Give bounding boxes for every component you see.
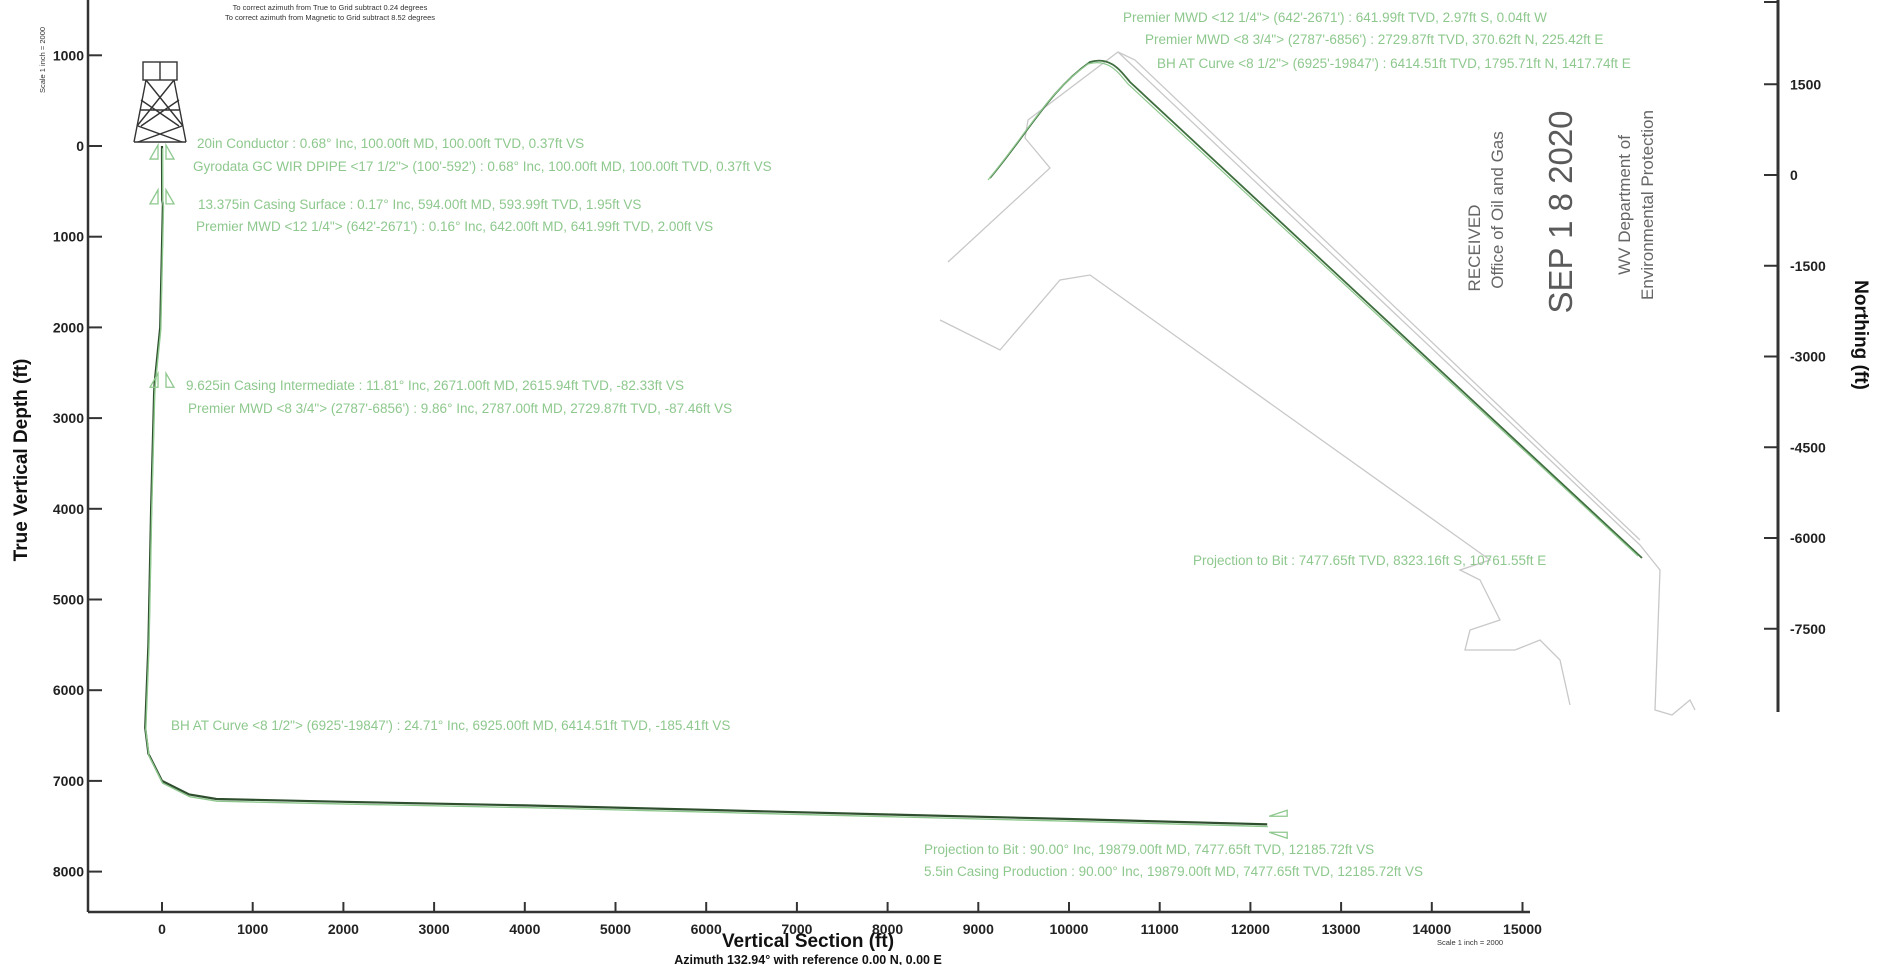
received-stamp: RECEIVED Office of Oil and Gas SEP 1 8 2…: [1465, 110, 1657, 314]
stamp-office: Office of Oil and Gas: [1488, 131, 1507, 288]
x-tick-label: 14000: [1412, 921, 1451, 937]
x-tick-label: 3000: [419, 921, 450, 937]
x-tick-label: 1000: [237, 921, 268, 937]
section-path-planned: [145, 148, 1268, 828]
stamp-date: SEP 1 8 2020: [1542, 110, 1579, 313]
x-tick-label: 2000: [328, 921, 359, 937]
annotation-premier-mwd-12: Premier MWD <12 1/4"> (642'-2671') : 0.1…: [196, 219, 713, 234]
casing-marker: [148, 187, 176, 205]
annotation-55in-casing: 5.5in Casing Production : 90.00° Inc, 19…: [924, 864, 1423, 879]
lease-outline-lower: [939, 274, 1571, 706]
section-well-path: [144, 146, 1268, 828]
y-tick-label: 1000: [53, 229, 84, 245]
northing-tick-label: -4500: [1790, 439, 1826, 455]
annotation-bh-curve: BH AT Curve <8 1/2"> (6925'-19847') : 24…: [171, 718, 730, 733]
casing-marker: [148, 142, 176, 160]
x-tick-label: 7000: [781, 921, 812, 937]
y-tick-label: 6000: [53, 682, 84, 698]
x-tick-label: 15000: [1503, 921, 1542, 937]
stamp-dept-line1: WV Department of: [1615, 135, 1634, 275]
y-tick-label: 5000: [53, 592, 84, 608]
annotation-20in-conductor: 20in Conductor : 0.68° Inc, 100.00ft MD,…: [197, 136, 584, 151]
casing-marker: [148, 370, 176, 388]
y-axis-ticks: 1000 0 1000 2000 3000 4000 5000 6000 7000 8000: [53, 47, 102, 880]
x-tick-label: 6000: [691, 921, 722, 937]
annotation-premier-mwd-8: Premier MWD <8 3/4"> (2787'-6856') : 9.8…: [188, 401, 732, 416]
plan-annotation-projection-bit: Projection to Bit : 7477.65ft TVD, 8323.…: [1193, 553, 1546, 568]
x-tick-label: 12000: [1231, 921, 1270, 937]
northing-tick-label: -6000: [1790, 530, 1826, 546]
lease-boundary: [939, 51, 1696, 716]
x-tick-label: 5000: [600, 921, 631, 937]
x-tick-label: 10000: [1050, 921, 1089, 937]
y-tick-label: 2000: [53, 319, 84, 335]
plan-annotation-mwd-12: Premier MWD <12 1/4"> (642'-2671') : 641…: [1123, 10, 1547, 25]
northing-tick-label: 0: [1790, 167, 1798, 183]
y-tick-label: 0: [76, 138, 84, 154]
northing-ticks: 1500 0 -1500 -3000 -4500 -6000 -7500: [1764, 76, 1826, 637]
casing-marker: [1268, 809, 1288, 840]
plan-path-planned: [987, 62, 1639, 557]
x-tick-label: 13000: [1322, 921, 1361, 937]
y-tick-label: 7000: [53, 773, 84, 789]
annotation-gyrodata: Gyrodata GC WIR DPIPE <17 1/2"> (100'-59…: [193, 159, 772, 174]
scale-note-bottom: Scale 1 inch = 2000: [1437, 938, 1503, 947]
header-note-true-grid: To correct azimuth from True to Grid sub…: [233, 3, 428, 12]
x-tick-label: 11000: [1141, 921, 1179, 937]
y-tick-label: 8000: [53, 864, 84, 880]
lease-outline-upper: [947, 51, 1696, 716]
x-axis-ticks: 0 1000 2000 3000 4000 5000 6000 7000 8000 9000 100…: [158, 902, 1542, 937]
casing-markers: [148, 142, 1288, 840]
y-tick-label: 4000: [53, 501, 84, 517]
stamp-dept-line2: Environmental Protection: [1638, 110, 1657, 300]
plan-annotation-bh-curve: BH AT Curve <8 1/2"> (6925'-19847') : 64…: [1157, 56, 1631, 71]
derrick-icon: [133, 61, 187, 143]
plan-view-path: [987, 59, 1643, 559]
x-axis-sublabel: Azimuth 132.94° with reference 0.00 N, 0…: [674, 953, 942, 965]
x-tick-label: 4000: [509, 921, 540, 937]
x-tick-label: 0: [158, 921, 166, 937]
northing-tick-label: 1500: [1790, 76, 1821, 92]
northing-tick-label: -3000: [1790, 349, 1826, 365]
scale-note-left: Scale 1 inch = 2000: [38, 27, 47, 93]
northing-tick-label: -7500: [1790, 621, 1826, 637]
northing-tick-label: -1500: [1790, 258, 1826, 274]
x-axis-title: Vertical Section (ft): [722, 931, 894, 952]
y-tick-label: 1000: [53, 47, 84, 63]
lease-outline-inner: [1117, 51, 1641, 541]
y-axis-title: True Vertical Depth (ft): [11, 359, 32, 562]
y-tick-label: 3000: [53, 410, 84, 426]
plan-annotation-mwd-8: Premier MWD <8 3/4"> (2787'-6856') : 272…: [1145, 32, 1603, 47]
annotation-13375-casing: 13.375in Casing Surface : 0.17° Inc, 594…: [198, 197, 641, 212]
x-tick-label: 8000: [872, 921, 903, 937]
header-note-magnetic-grid: To correct azimuth from Magnetic to Grid…: [225, 13, 435, 22]
x-tick-label: 9000: [963, 921, 994, 937]
annotation-projection-bit: Projection to Bit : 90.00° Inc, 19879.00…: [924, 842, 1374, 857]
stamp-received: RECEIVED: [1465, 205, 1484, 292]
annotation-9625-casing: 9.625in Casing Intermediate : 11.81° Inc…: [186, 378, 684, 393]
northing-axis: 1500 0 -1500 -3000 -4500 -6000 -7500 Northing …: [1764, 0, 1871, 712]
northing-axis-title: Northing (ft): [1850, 280, 1871, 390]
